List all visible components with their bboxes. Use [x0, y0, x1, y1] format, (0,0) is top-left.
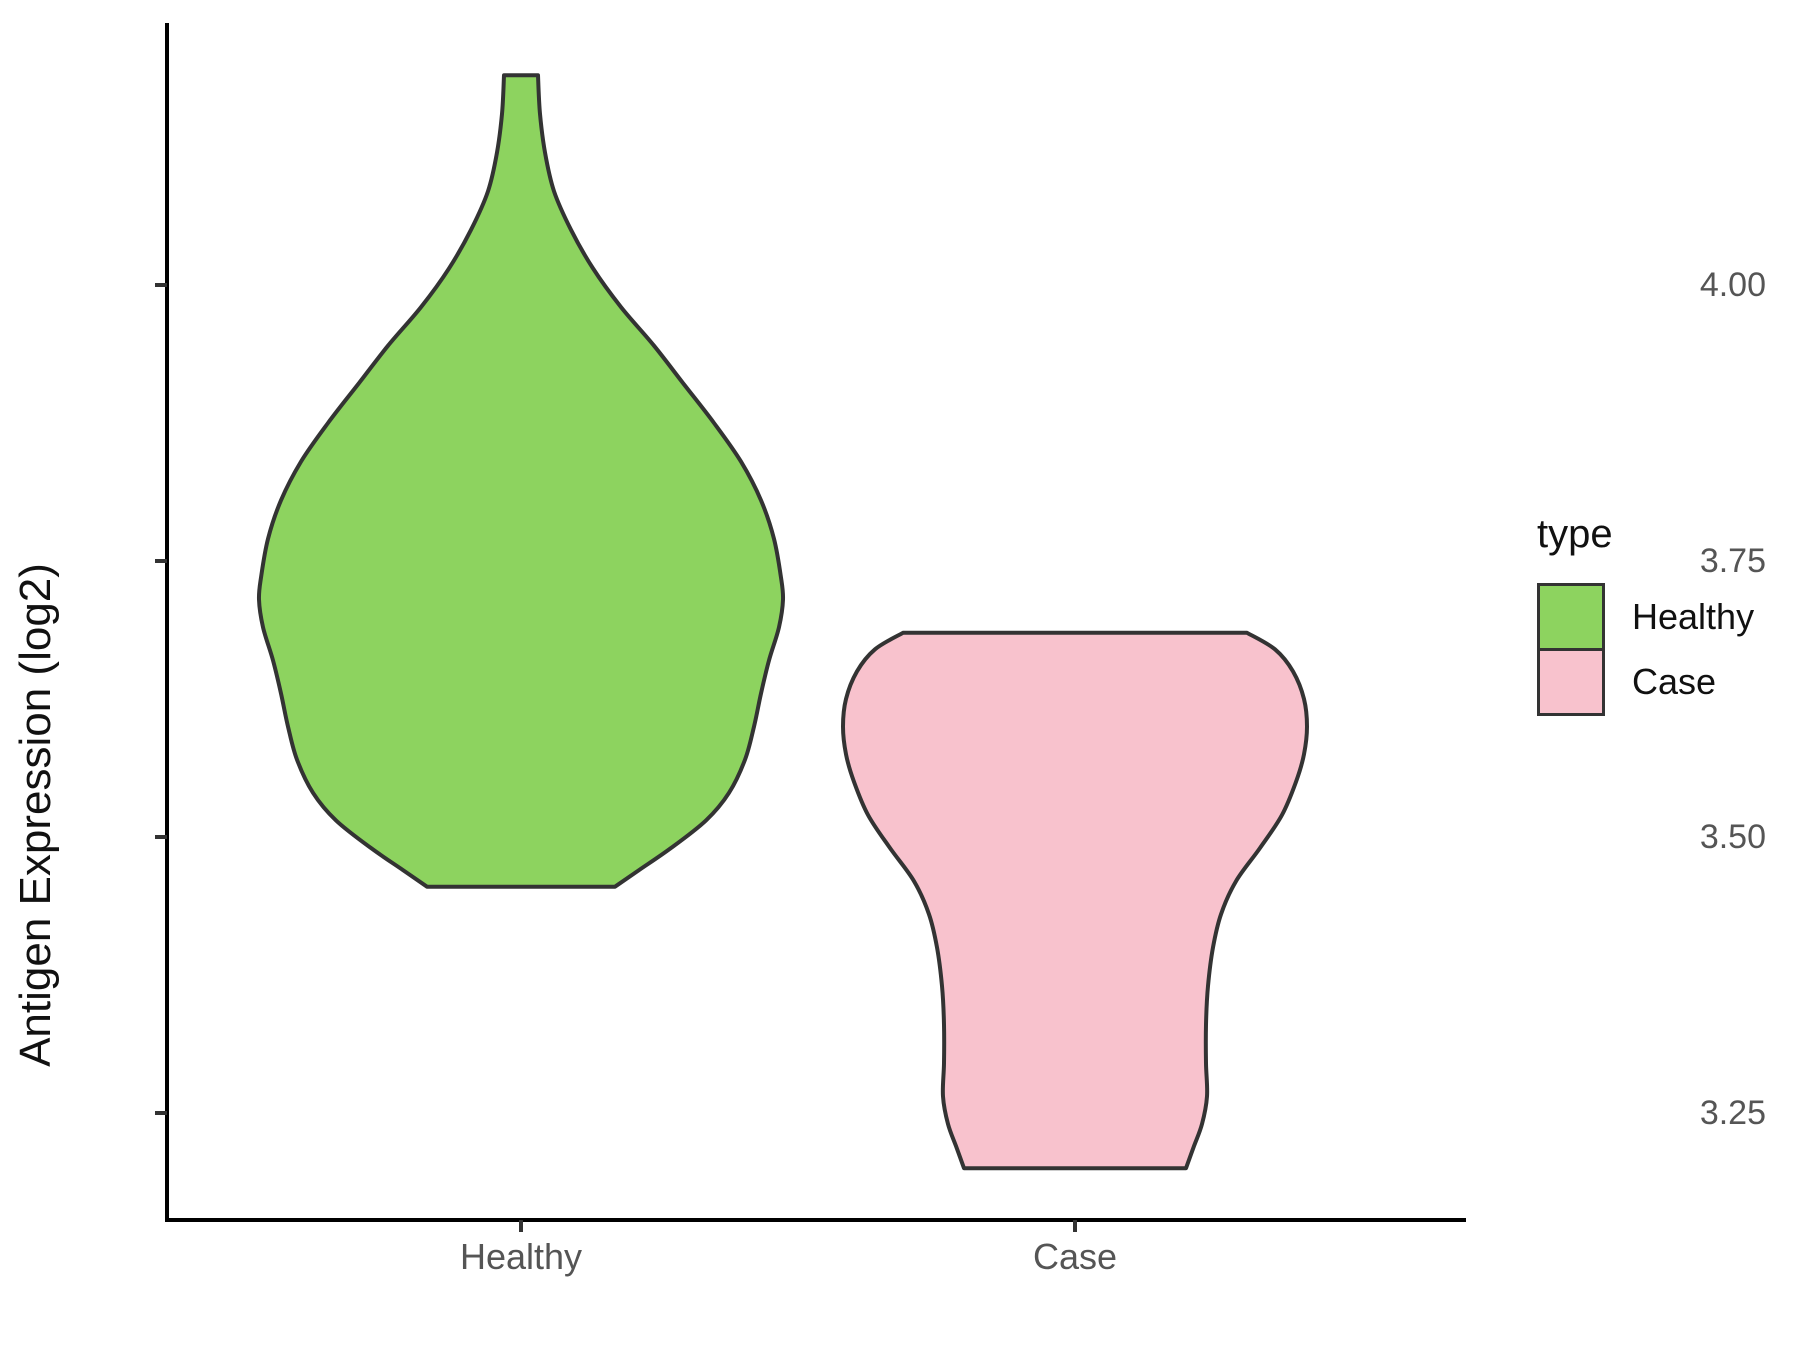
legend-label-case: Case [1632, 661, 1717, 702]
y-tick-label-400: 4.00 [1699, 266, 1766, 304]
legend-row-case: Case [1537, 648, 1797, 716]
legend-title: type [1537, 512, 1613, 556]
y-tick-label-375: 3.75 [1699, 542, 1766, 580]
legend-swatch-healthy [1537, 583, 1605, 651]
legend-row-healthy: Healthy [1537, 583, 1797, 651]
y-tick-label-325: 3.25 [1699, 1094, 1766, 1132]
y-tick-label-350: 3.50 [1699, 818, 1766, 856]
legend-label-healthy: Healthy [1632, 596, 1755, 637]
y-axis-title: Antigen Expression (log2) [11, 563, 60, 1067]
legend: type Healthy Case [1537, 512, 1797, 716]
x-tick-label-healthy: Healthy [459, 1236, 583, 1277]
legend-swatch-case [1537, 648, 1605, 716]
x-tick-label-case: Case [1032, 1236, 1118, 1277]
